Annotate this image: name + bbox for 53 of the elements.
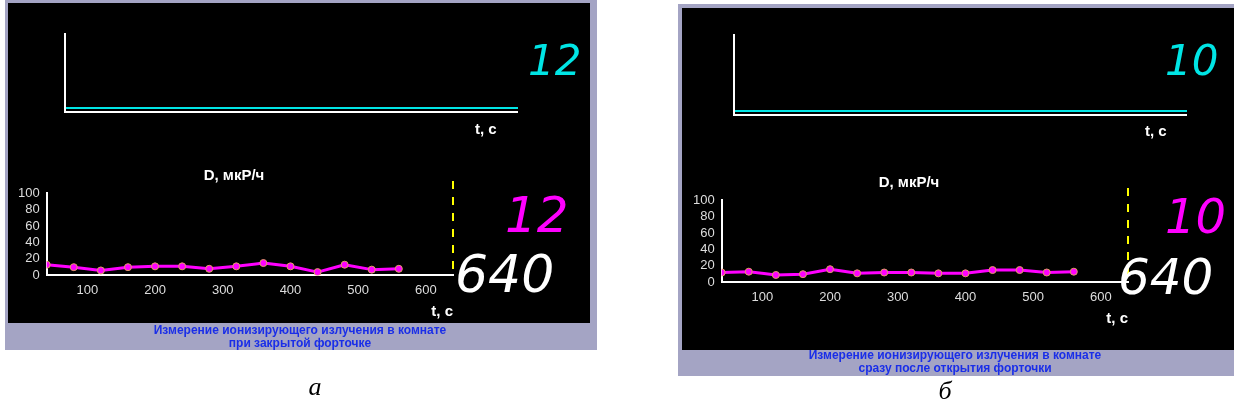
point	[178, 262, 187, 271]
point	[96, 266, 105, 275]
point	[313, 268, 322, 276]
y-tick-label: 0	[32, 266, 40, 282]
annotation: 640	[1118, 248, 1214, 306]
text: 10	[1165, 188, 1227, 244]
x-tick-label: 500	[1022, 288, 1045, 304]
text: Измерение ионизирующего излучения в комнате сразу после открытия форточки	[808, 348, 1102, 375]
y-tick-label: 20	[700, 257, 715, 273]
x-tick-label: 100	[751, 288, 774, 304]
point	[69, 263, 78, 272]
x-tick-label: 500	[347, 281, 370, 297]
x-tick-label: 200	[819, 288, 841, 304]
text: 12	[528, 36, 582, 85]
x-tick-label: 100	[76, 281, 99, 297]
text: б	[938, 376, 952, 406]
x-tick-label: 600	[415, 281, 437, 297]
point	[205, 264, 214, 273]
text: 12	[505, 186, 569, 244]
x-tick-label: 400	[279, 281, 302, 297]
text: 640	[455, 244, 555, 304]
text: 10	[1165, 36, 1219, 85]
y-tick-label: 100	[692, 191, 715, 207]
text: Измерение ионизирующего излучения в комнате при закрытой форточке	[153, 323, 447, 350]
point	[394, 264, 403, 273]
y-tick-label: 20	[25, 250, 40, 266]
x-tick-label: 600	[1090, 288, 1112, 304]
text: t, с	[475, 120, 497, 137]
x-tick-label: 300	[211, 281, 234, 297]
x-axis-title: t, с	[431, 302, 453, 320]
point	[151, 262, 160, 271]
text: t, с	[1145, 122, 1167, 139]
x-tick-label: 300	[886, 288, 909, 304]
point	[123, 263, 132, 272]
y-tick-label: 80	[25, 201, 40, 217]
point	[286, 262, 295, 271]
point	[367, 265, 376, 274]
x-tick-label: 400	[954, 288, 977, 304]
x-axis-title: t, с	[1106, 309, 1128, 327]
chart-title: D, мкР/ч	[203, 166, 265, 184]
y-tick-label: 60	[25, 217, 40, 233]
point	[259, 259, 268, 268]
y-tick-label: 40	[700, 241, 715, 257]
y-tick-label: 80	[700, 208, 715, 224]
x-tick-label: 200	[144, 281, 166, 297]
y-tick-label: 0	[707, 273, 715, 289]
chart-title: D, мкР/ч	[878, 173, 940, 191]
point	[232, 262, 241, 271]
y-tick-label: 100	[17, 184, 40, 200]
text: а	[308, 372, 322, 402]
point	[340, 260, 349, 269]
y-tick-label: 40	[25, 234, 40, 250]
y-tick-label: 60	[700, 224, 715, 240]
